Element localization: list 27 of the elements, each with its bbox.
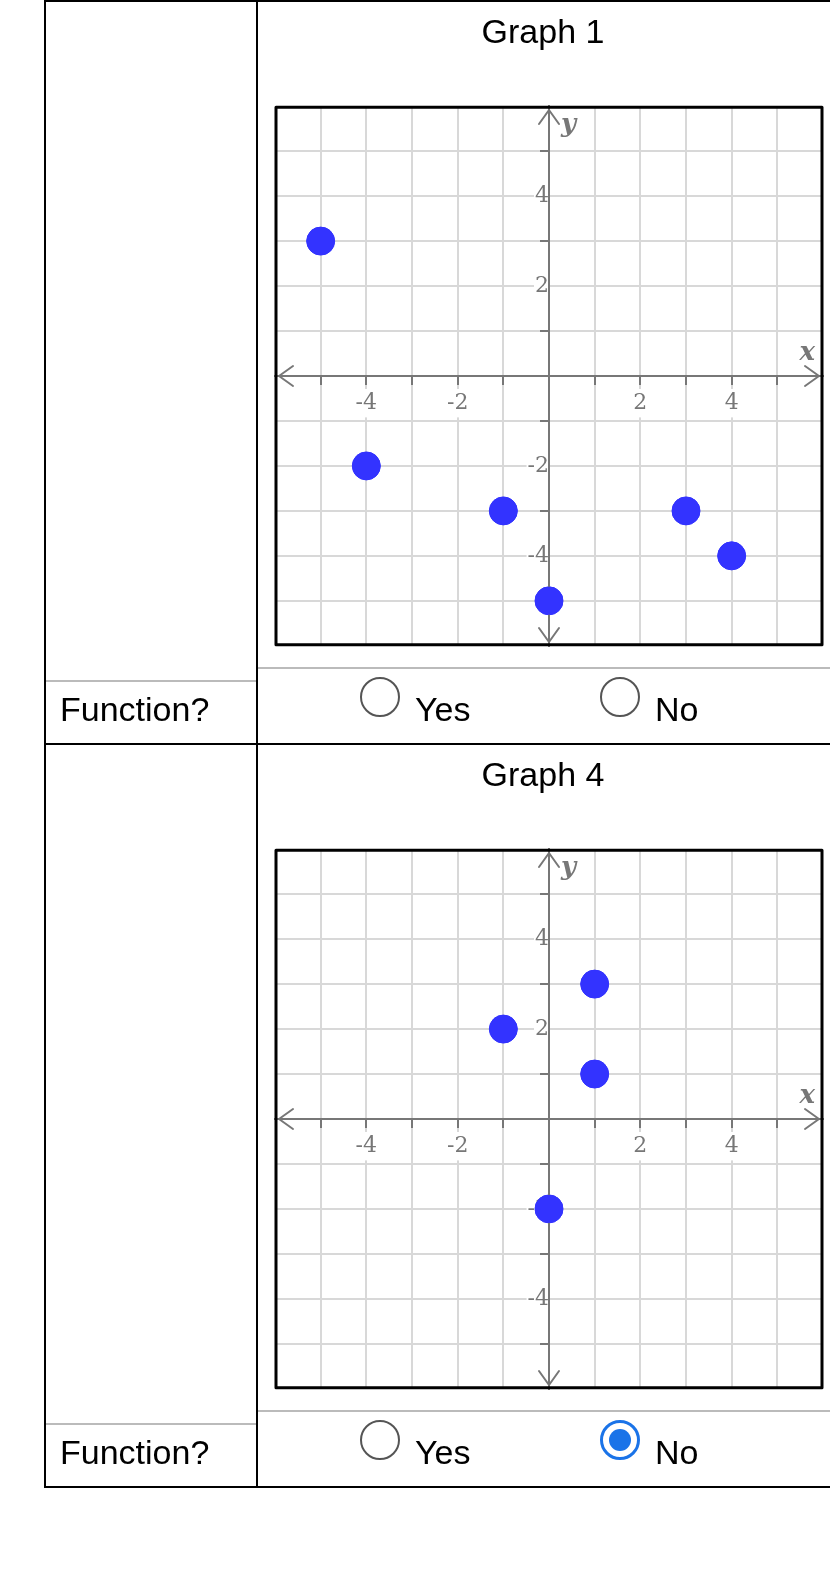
y-tick-label: 2 (535, 1014, 549, 1040)
text: Function? (60, 690, 210, 729)
chart-title: Graph 1 (480, 12, 606, 51)
text: No (655, 690, 699, 729)
x-tick-label: 4 (724, 1131, 739, 1157)
y-tick-label: 4 (535, 181, 549, 207)
x-tick-label: -2 (446, 388, 469, 414)
y-tick-label: 2 (535, 271, 549, 297)
x-axis-title: x (798, 1078, 816, 1109)
x-tick-label: -2 (446, 1131, 469, 1157)
y-tick-label: -2 (527, 451, 549, 477)
text: Yes (415, 690, 471, 729)
x-tick-label: -4 (355, 388, 378, 414)
text: Function? (60, 1433, 210, 1472)
x-tick-label: 4 (724, 388, 739, 414)
x-tick-label: -4 (355, 1131, 378, 1157)
y-tick-label: -4 (527, 541, 549, 567)
y-axis-title: y (560, 107, 578, 138)
y-axis-title: y (560, 850, 578, 881)
text: No (655, 1433, 699, 1472)
chart-title: Graph 4 (480, 755, 606, 794)
text: Yes (415, 1433, 471, 1472)
y-tick-label: -4 (527, 1284, 549, 1310)
x-axis-title: x (798, 335, 816, 366)
x-tick-label: 2 (633, 1131, 648, 1157)
x-tick-label: 2 (633, 388, 648, 414)
y-tick-label: 4 (535, 924, 549, 950)
